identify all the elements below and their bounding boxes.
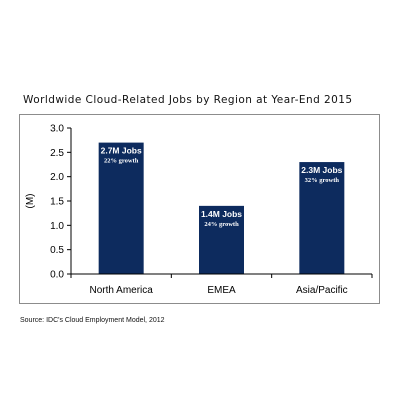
bar-label-growth: 32% growth	[305, 177, 340, 184]
chart-title: Worldwide Cloud-Related Jobs by Region a…	[23, 94, 353, 106]
y-tick-label: 2.5	[50, 148, 64, 159]
y-tick-label: 1.0	[50, 221, 64, 232]
bar-label-jobs: 1.4M Jobs	[201, 209, 242, 219]
bars	[98, 142, 345, 274]
x-tick-label: Asia/Pacific	[296, 285, 348, 296]
y-axis: 0.0 0.5 1.0 1.5 2.0 2.5 3.0 (M)	[25, 124, 72, 281]
x-tick-label: North America	[89, 285, 153, 296]
bar-north-america	[98, 142, 144, 274]
bar-label-jobs: 2.7M Jobs	[101, 146, 142, 156]
bar-emea	[199, 205, 244, 274]
y-tick-label: 0.5	[50, 245, 64, 256]
y-tick-label: 3.0	[50, 124, 64, 135]
y-tick-label: 2.0	[50, 172, 64, 183]
y-tick-label: 0.0	[50, 270, 64, 281]
bar-label-growth: 22% growth	[104, 158, 139, 165]
source-note: Source: IDC's Cloud Employment Model, 20…	[20, 317, 165, 324]
y-tick-label: 1.5	[50, 197, 64, 208]
bar-asia-pacific	[299, 162, 345, 274]
bar-label-jobs: 2.3M Jobs	[301, 165, 342, 175]
bar-label-growth: 24% growth	[204, 221, 239, 228]
chart-frame	[19, 114, 380, 304]
x-tick-label: EMEA	[207, 285, 236, 296]
x-axis: North America EMEA Asia/Pacific	[70, 273, 373, 296]
data-labels: 2.7M Jobs 22% growth 1.4M Jobs 24% growth 2.…	[101, 146, 343, 228]
y-axis-label: (M)	[25, 194, 36, 209]
